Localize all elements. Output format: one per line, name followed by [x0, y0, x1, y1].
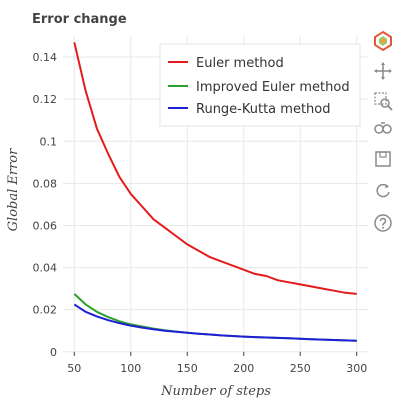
x-tick-label: 50	[67, 362, 81, 375]
x-tick-label: 150	[177, 362, 198, 375]
y-tick-label: 0.1	[40, 135, 58, 148]
bokeh-logo-icon[interactable]	[372, 30, 396, 54]
legend-item-euler[interactable]: Euler method	[168, 56, 284, 71]
legend-item-runge-kutta[interactable]: Runge-Kutta method	[168, 102, 330, 117]
chart-title: Error change	[32, 12, 127, 27]
legend-box	[159, 43, 361, 127]
legend-label-euler: Euler method	[196, 56, 284, 71]
y-axis: 0 0.02 0.04 0.06 0.08 0.1 0.12 0.14	[33, 51, 58, 359]
series-line-runge-kutta	[73, 303, 357, 342]
x-tick-label: 200	[233, 362, 254, 375]
pan-icon[interactable]	[372, 60, 396, 84]
legend-label-improved-euler: Improved Euler method	[196, 80, 350, 95]
x-tick-label: 100	[120, 362, 141, 375]
x-axis-label: Number of steps	[160, 384, 271, 399]
y-axis-label: Global Error	[6, 148, 21, 231]
y-tick-label: 0.12	[33, 93, 58, 106]
y-tick-label: 0.04	[33, 262, 58, 275]
help-icon[interactable]	[372, 212, 396, 236]
box-zoom-icon[interactable]	[372, 90, 396, 114]
legend-item-improved-euler[interactable]: Improved Euler method	[168, 80, 350, 95]
grid	[63, 36, 368, 356]
y-tick-label: 0	[50, 346, 57, 359]
y-tick-label: 0.06	[33, 219, 58, 232]
series-line-euler	[73, 42, 357, 295]
series-lines	[73, 42, 357, 342]
x-tick-label: 300	[346, 362, 367, 375]
y-tick-label: 0.02	[33, 304, 58, 317]
x-tick-label: 250	[290, 362, 311, 375]
reset-icon[interactable]	[372, 180, 396, 204]
legend: Euler method Improved Euler method Runge…	[159, 43, 361, 127]
save-icon[interactable]	[372, 148, 396, 172]
x-axis: 50 100 150 200 250 300	[67, 352, 367, 375]
wheel-zoom-icon[interactable]	[372, 118, 396, 142]
y-tick-label: 0.08	[33, 177, 58, 190]
legend-label-runge-kutta: Runge-Kutta method	[196, 102, 330, 117]
y-tick-label: 0.14	[33, 51, 58, 64]
